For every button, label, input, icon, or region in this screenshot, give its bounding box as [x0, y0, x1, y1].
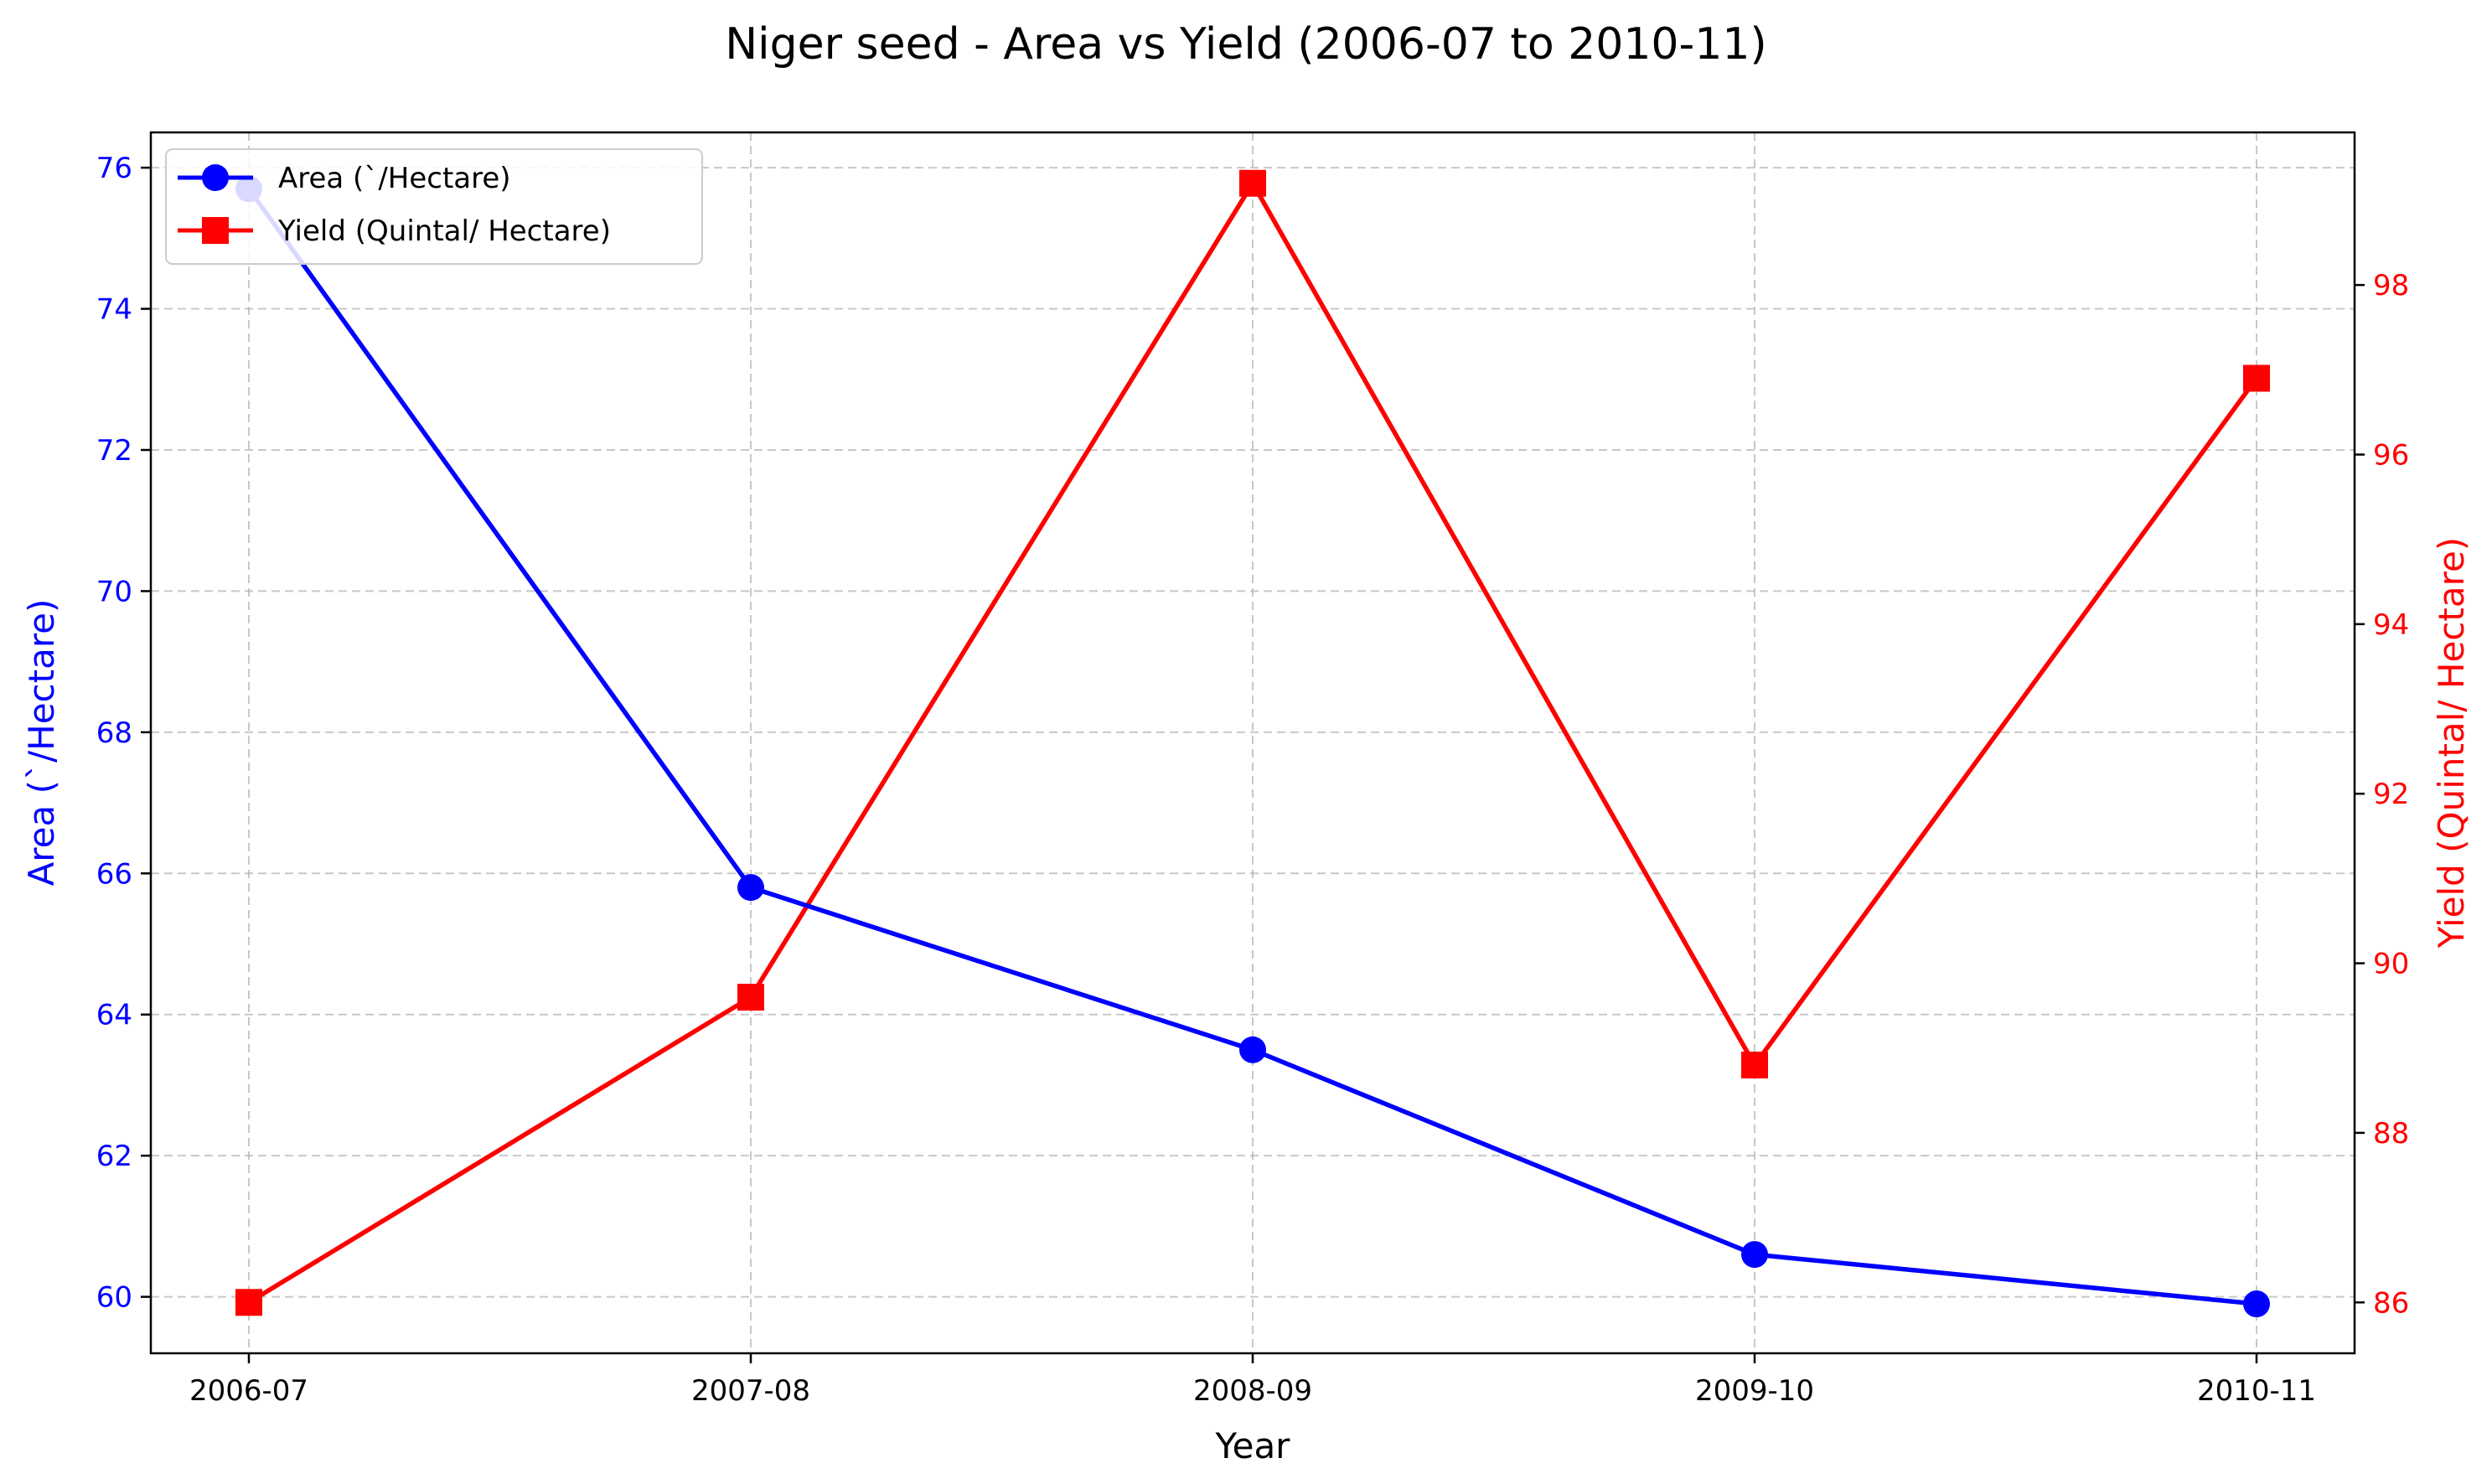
y-left-tick-label: 62: [96, 1140, 132, 1173]
y-left-tick-label: 76: [96, 152, 132, 185]
y-left-tick-label: 70: [96, 575, 132, 608]
chart-title: Niger seed - Area vs Yield (2006-07 to 2…: [725, 19, 1766, 70]
y-left-tick-label: 74: [96, 293, 132, 327]
data-point-yield: [1741, 1051, 1768, 1078]
data-point-area: [2243, 1290, 2270, 1318]
data-point-yield: [737, 984, 764, 1011]
y-left-tick-label: 60: [96, 1281, 132, 1315]
y-right-tick-label: 98: [2373, 269, 2409, 302]
legend-label-area: Area (`/Hectare): [278, 162, 511, 195]
y-right-tick-label: 86: [2373, 1286, 2409, 1320]
data-point-area: [1239, 1036, 1266, 1063]
y-left-tick-label: 66: [96, 857, 132, 891]
legend: Area (`/Hectare) Yield (Quintal/ Hectare…: [165, 148, 703, 265]
x-tick-label: 2010-11: [2197, 1374, 2316, 1408]
legend-box: [165, 148, 703, 265]
data-point-area: [1741, 1241, 1768, 1269]
x-axis-title: Year: [1215, 1425, 1291, 1466]
legend-marker-yield: [202, 217, 229, 244]
data-point-yield: [2243, 365, 2270, 392]
y-left-tick-label: 64: [96, 999, 132, 1032]
legend-marker-area: [202, 164, 229, 191]
y-right-tick-label: 92: [2373, 778, 2409, 811]
data-point-yield: [1239, 169, 1266, 197]
y-right-tick-label: 88: [2373, 1117, 2409, 1150]
y-left-tick-label: 72: [96, 434, 132, 468]
data-point-yield: [235, 1289, 262, 1316]
x-tick-label: 2006-07: [189, 1374, 308, 1408]
x-tick-label: 2007-08: [691, 1374, 810, 1408]
y-right-axis-title: Yield (Quintal/ Hectare): [2431, 537, 2472, 949]
y-right-tick-label: 90: [2373, 948, 2409, 981]
y-left-axis-title: Area (`/Hectare): [21, 599, 62, 887]
x-tick-label: 2008-09: [1193, 1374, 1312, 1408]
y-left-tick-label: 68: [96, 716, 132, 750]
y-right-tick-label: 96: [2373, 438, 2409, 472]
axes: 2006-07 2007-08 2008-09 2009-10 2010-11 60 62 6…: [96, 152, 2410, 1408]
x-tick-label: 2009-10: [1695, 1374, 1814, 1408]
y-right-tick-label: 94: [2373, 608, 2409, 642]
legend-label-yield: Yield (Quintal/ Hectare): [277, 215, 611, 248]
data-point-area: [737, 874, 764, 902]
